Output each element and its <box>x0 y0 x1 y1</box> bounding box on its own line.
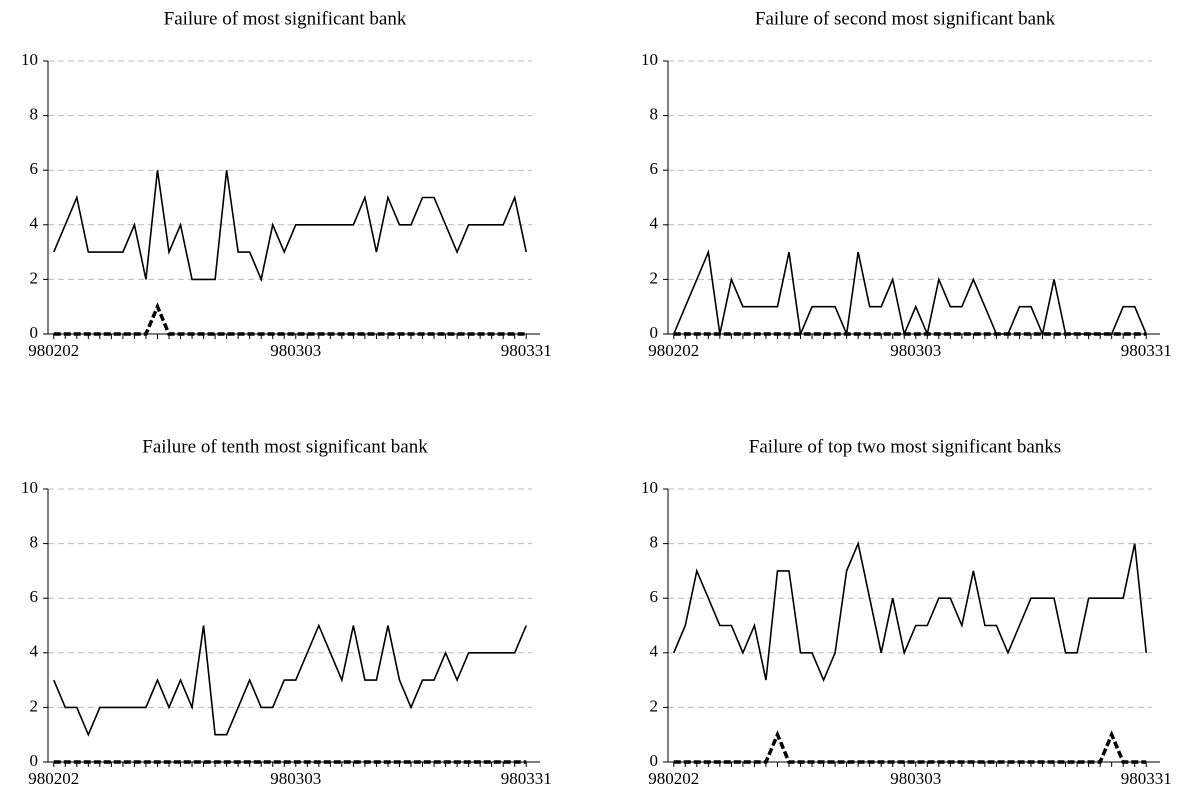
x-tick-label: 980202 <box>648 341 699 360</box>
line <box>53 623 527 737</box>
y-tick-label: 2 <box>30 268 39 287</box>
y-tick-label: 6 <box>650 159 659 178</box>
line <box>673 249 1147 337</box>
x-tick-label: 980202 <box>648 769 699 788</box>
y-tick-label: 4 <box>30 642 39 661</box>
chart-title: Failure of second most significant bank <box>755 8 1056 29</box>
chart-panel: Failure of top two most significant bank… <box>641 436 1172 788</box>
x-tick-label: 980303 <box>270 341 321 360</box>
x-tick-label: 980331 <box>1121 769 1172 788</box>
y-tick-label: 4 <box>30 214 39 233</box>
y-tick-label: 0 <box>30 323 39 342</box>
y-tick-label: 0 <box>650 751 659 770</box>
y-tick-label: 6 <box>30 159 39 178</box>
y-tick-label: 4 <box>650 214 659 233</box>
x-tick-label: 980331 <box>1121 341 1172 360</box>
x-tick-label: 980303 <box>270 769 321 788</box>
x-tick-label: 980331 <box>501 341 552 360</box>
y-tick-label: 10 <box>641 478 658 497</box>
chart-panel: Failure of second most significant bank 0… <box>641 8 1172 360</box>
dashed-line <box>53 302 527 336</box>
line <box>673 540 1148 683</box>
y-tick-label: 0 <box>30 751 39 770</box>
y-tick-label: 0 <box>650 323 659 342</box>
y-tick-label: 10 <box>21 50 38 69</box>
x-tick-label: 980303 <box>890 769 941 788</box>
y-tick-label: 8 <box>30 533 39 552</box>
chart-panel: Failure of most significant bank 0 2 4 6 8 10 9… <box>21 8 552 360</box>
y-tick-label: 10 <box>21 478 38 497</box>
y-tick-label: 4 <box>650 642 659 661</box>
y-tick-label: 6 <box>30 587 39 606</box>
y-tick-label: 8 <box>30 105 39 124</box>
line <box>53 170 528 283</box>
chart-panel: Failure of tenth most significant bank 0 2… <box>21 436 552 788</box>
chart-title: Failure of tenth most significant bank <box>142 436 428 457</box>
chart-title: Failure of top two most significant bank… <box>749 436 1061 457</box>
y-tick-label: 8 <box>650 105 659 124</box>
y-tick-label: 2 <box>650 696 659 715</box>
y-tick-label: 6 <box>650 587 659 606</box>
dashed-line <box>673 730 1147 764</box>
y-tick-label: 2 <box>30 696 39 715</box>
chart-title: Failure of most significant bank <box>164 8 407 29</box>
y-tick-label: 10 <box>641 50 658 69</box>
x-tick-label: 980303 <box>890 341 941 360</box>
x-tick-label: 980331 <box>501 769 552 788</box>
y-tick-label: 2 <box>650 268 659 287</box>
x-tick-label: 980202 <box>28 341 79 360</box>
y-tick-label: 8 <box>650 533 659 552</box>
x-tick-label: 980202 <box>28 769 79 788</box>
